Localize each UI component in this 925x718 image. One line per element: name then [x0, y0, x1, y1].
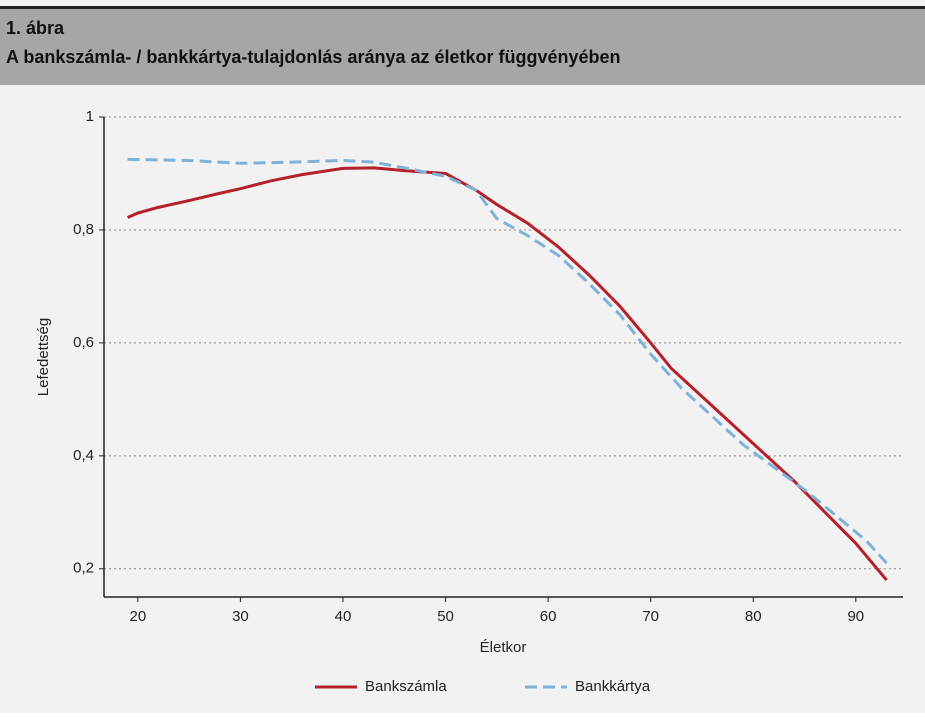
- y-tick-label: 0,4: [73, 447, 94, 464]
- y-tick-label: 0,8: [73, 221, 94, 238]
- figure-label: 1. ábra: [6, 18, 65, 38]
- y-tick-label: 0,6: [73, 334, 94, 351]
- x-tick-label: 30: [232, 608, 249, 625]
- x-tick-label: 20: [130, 608, 147, 625]
- y-tick-label: 1: [86, 108, 94, 125]
- x-tick-label: 90: [847, 608, 864, 625]
- y-tick-label: 0,2: [73, 560, 94, 577]
- x-tick-label: 40: [335, 608, 352, 625]
- chart-title: A bankszámla- / bankkártya-tulajdonlás a…: [6, 47, 621, 67]
- y-axis-label: Lefedettség: [35, 318, 52, 396]
- x-tick-label: 70: [642, 608, 659, 625]
- x-tick-label: 50: [437, 608, 454, 625]
- header-band: [0, 8, 925, 85]
- series-line: [126, 166, 888, 582]
- series-line: [127, 157, 888, 565]
- header-rule: [0, 6, 925, 9]
- x-axis-label: Életkor: [480, 639, 527, 656]
- legend-label: Bankkártya: [575, 678, 651, 695]
- x-tick-label: 60: [540, 608, 557, 625]
- legend-label: Bankszámla: [365, 678, 447, 695]
- x-tick-label: 80: [745, 608, 762, 625]
